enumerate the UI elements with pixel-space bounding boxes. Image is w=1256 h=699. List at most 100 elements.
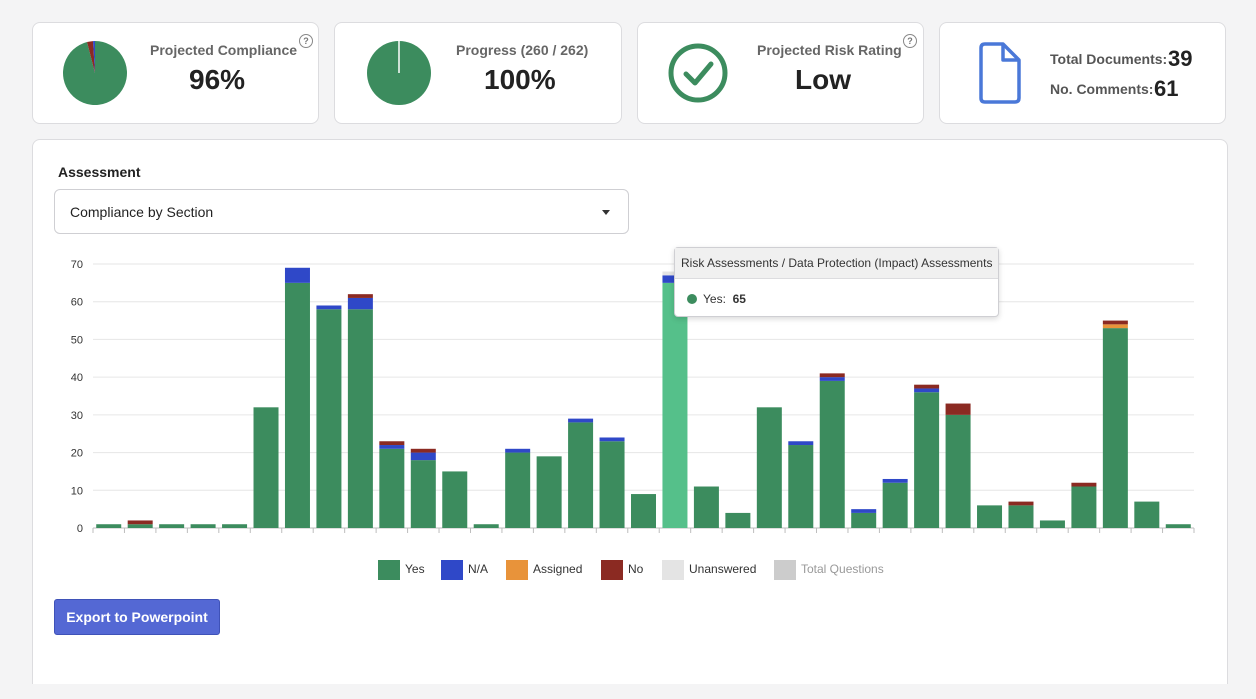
bar-segment-no[interactable] xyxy=(1102,320,1128,325)
bar-segment-na[interactable] xyxy=(316,305,342,310)
bar-segment-yes[interactable] xyxy=(693,486,719,528)
y-tick-label: 60 xyxy=(71,297,83,309)
bar-segment-yes[interactable] xyxy=(631,494,656,528)
bar-segment-na[interactable] xyxy=(379,445,405,449)
bar-segment-yes[interactable] xyxy=(536,456,562,528)
legend-label: N/A xyxy=(468,562,489,577)
bar-segment-na[interactable] xyxy=(410,452,436,461)
bar-segment-yes[interactable] xyxy=(1102,328,1128,528)
total-documents-value: 39 xyxy=(1168,46,1193,71)
progress-value: 100% xyxy=(484,64,556,95)
pie-slice-no xyxy=(87,41,95,73)
progress-card: Progress (260 / 262) 100% xyxy=(334,22,622,124)
legend-swatch xyxy=(506,560,528,580)
bar-segment-na[interactable] xyxy=(851,509,877,513)
legend-label: Assigned xyxy=(533,562,583,577)
bar-segment-yes[interactable] xyxy=(914,392,940,528)
bar-segment-no[interactable] xyxy=(410,448,436,453)
bar-segment-yes[interactable] xyxy=(1008,505,1034,528)
y-tick-label: 30 xyxy=(71,410,83,422)
assessment-select-value: Compliance by Section xyxy=(70,204,214,220)
bar-segment-no[interactable] xyxy=(914,384,940,389)
bar-segment-yes[interactable] xyxy=(347,309,373,528)
bar-segment-yes[interactable] xyxy=(253,407,279,528)
help-icon[interactable]: ? xyxy=(903,34,917,48)
bar-segment-yes[interactable] xyxy=(222,524,248,528)
bar-segment-yes[interactable] xyxy=(788,445,814,528)
legend-swatch xyxy=(378,560,400,580)
bar-segment-assigned[interactable] xyxy=(1102,324,1128,329)
bar-segment-na[interactable] xyxy=(819,377,845,381)
document-icon xyxy=(979,42,1021,104)
bar-segment-na[interactable] xyxy=(505,448,531,453)
bar-segment-yes[interactable] xyxy=(190,524,216,528)
bar-segment-yes[interactable] xyxy=(1134,501,1160,528)
pie-slice-yes xyxy=(62,41,127,105)
help-icon[interactable]: ? xyxy=(299,34,313,48)
legend-item-yes[interactable]: Yes xyxy=(378,560,425,580)
bar-segment-no[interactable] xyxy=(945,403,971,415)
bar-segment-na[interactable] xyxy=(599,437,625,442)
bar-segment-yes[interactable] xyxy=(662,282,688,528)
compliance-pie-chart xyxy=(62,41,127,105)
compliance-value: 96% xyxy=(189,64,246,95)
bar-segment-yes[interactable] xyxy=(882,482,908,528)
legend-item-unanswered[interactable]: Unanswered xyxy=(662,560,756,580)
bar-segment-no[interactable] xyxy=(1008,501,1034,506)
bar-segment-na[interactable] xyxy=(914,388,940,393)
bar-segment-yes[interactable] xyxy=(568,422,594,528)
bar-segment-yes[interactable] xyxy=(725,512,751,528)
pie-slice-na xyxy=(92,41,95,73)
legend-swatch xyxy=(774,560,796,580)
bar-segment-na[interactable] xyxy=(347,297,373,310)
tooltip-series-label: Yes: xyxy=(703,292,726,306)
y-tick-label: 40 xyxy=(71,372,83,384)
bar-segment-yes[interactable] xyxy=(1165,524,1191,528)
bar-segment-na[interactable] xyxy=(284,267,310,283)
bar-segment-yes[interactable] xyxy=(473,524,499,528)
bar-segment-yes[interactable] xyxy=(819,380,845,528)
assessment-select[interactable]: Compliance by Section xyxy=(54,189,629,234)
bar-segment-no[interactable] xyxy=(819,373,845,378)
bar-segment-yes[interactable] xyxy=(316,309,342,528)
chevron-down-icon xyxy=(602,210,610,215)
bar-segment-yes[interactable] xyxy=(96,524,122,528)
bar-segment-no[interactable] xyxy=(379,441,405,446)
bar-segment-yes[interactable] xyxy=(945,414,971,528)
bar-segment-yes[interactable] xyxy=(159,524,185,528)
tooltip-body: Yes: 65 xyxy=(675,279,998,319)
legend-item-na[interactable]: N/A xyxy=(441,560,488,580)
bar-segment-yes[interactable] xyxy=(756,407,782,528)
compliance-card: Projected Compliance ? 96% xyxy=(32,22,319,124)
bar-segment-yes[interactable] xyxy=(977,505,1003,528)
comments-value: 61 xyxy=(1154,76,1179,101)
risk-label: Projected Risk Rating xyxy=(757,42,902,58)
bar-segment-yes[interactable] xyxy=(505,452,531,528)
bar-segment-na[interactable] xyxy=(568,418,594,423)
bar-segment-yes[interactable] xyxy=(442,471,468,528)
bar-segment-yes[interactable] xyxy=(127,524,153,528)
legend-swatch xyxy=(662,560,684,580)
bar-segment-no[interactable] xyxy=(1071,482,1097,487)
bar-segment-yes[interactable] xyxy=(379,448,405,528)
bar-segment-no[interactable] xyxy=(347,294,373,298)
legend-item-no[interactable]: No xyxy=(601,560,643,580)
bar-segment-no[interactable] xyxy=(127,520,153,525)
bar-segment-yes[interactable] xyxy=(1039,520,1065,528)
bar-segment-yes[interactable] xyxy=(284,282,310,528)
total-documents-label: Total Documents: xyxy=(1050,51,1168,67)
bar-segment-na[interactable] xyxy=(788,441,814,446)
bar-segment-yes[interactable] xyxy=(599,441,625,528)
bar-segment-yes[interactable] xyxy=(410,460,436,528)
legend-item-total-questions[interactable]: Total Questions xyxy=(774,560,884,580)
tooltip-title: Risk Assessments / Data Protection (Impa… xyxy=(675,248,998,279)
export-powerpoint-button[interactable]: Export to Powerpoint xyxy=(54,599,220,635)
assessment-panel xyxy=(32,139,1228,684)
y-tick-label: 20 xyxy=(71,448,83,460)
bar-segment-na[interactable] xyxy=(882,478,908,483)
legend-item-assigned[interactable]: Assigned xyxy=(506,560,582,580)
bar-segment-yes[interactable] xyxy=(851,512,877,528)
bar-segment-yes[interactable] xyxy=(1071,486,1097,528)
legend-swatch xyxy=(441,560,463,580)
compliance-label: Projected Compliance xyxy=(150,42,298,58)
